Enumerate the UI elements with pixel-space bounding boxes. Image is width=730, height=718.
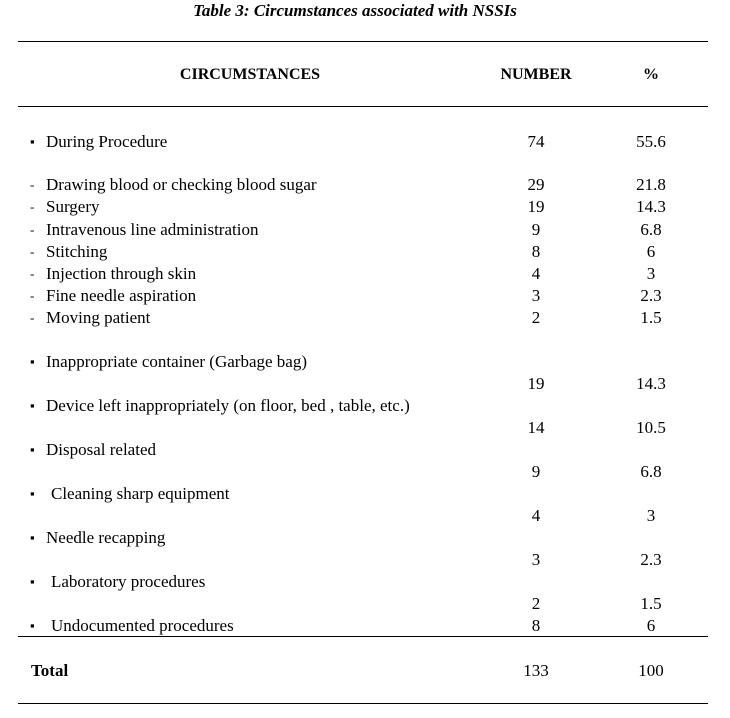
row-marker: -: [30, 199, 35, 214]
row-percent: 6.8: [640, 220, 662, 239]
row-number: 19: [527, 197, 545, 216]
row-number: 74: [527, 132, 545, 151]
row-label: Moving patient: [46, 308, 151, 327]
row-percent: 3: [646, 506, 656, 525]
row-marker: ▪: [30, 486, 35, 501]
row-percent: 6.8: [640, 462, 662, 481]
row-label: Stitching: [46, 242, 108, 261]
row-percent: 21.8: [636, 175, 666, 194]
row-number: 2: [531, 594, 541, 613]
row-number: 4: [531, 264, 541, 283]
row-percent: 14.3: [636, 374, 666, 393]
bottom-rule: [18, 703, 708, 704]
row-number: 8: [531, 616, 541, 635]
row-percent: 2.3: [640, 286, 662, 305]
row-label: During Procedure: [46, 132, 168, 151]
row-number: 29: [527, 175, 545, 194]
row-number: 14: [527, 418, 545, 437]
row-percent: 2.3: [640, 550, 662, 569]
row-label: Surgery: [46, 197, 100, 216]
header-circumstances: CIRCUMSTANCES: [179, 66, 321, 83]
total-rule: [18, 636, 708, 637]
row-label: Intravenous line administration: [46, 220, 259, 239]
row-percent: 10.5: [636, 418, 666, 437]
row-number: 9: [531, 462, 541, 481]
row-number: 4: [531, 506, 541, 525]
row-label: Laboratory procedures: [51, 572, 206, 591]
row-marker: -: [30, 310, 35, 325]
row-number: 19: [527, 374, 545, 393]
row-marker: ▪: [30, 530, 35, 545]
header-number: NUMBER: [500, 66, 572, 83]
row-label: Cleaning sharp equipment: [51, 484, 230, 503]
row-percent: 1.5: [640, 594, 662, 613]
row-marker: ▪: [30, 134, 35, 149]
total-percent: 100: [638, 661, 664, 680]
row-number: 3: [531, 550, 541, 569]
row-label: Inappropriate container (Garbage bag): [46, 352, 308, 371]
row-number: 9: [531, 220, 541, 239]
row-percent: 55.6: [636, 132, 666, 151]
row-label: Injection through skin: [46, 264, 197, 283]
row-marker: -: [30, 288, 35, 303]
row-percent: 3: [646, 264, 656, 283]
row-number: 2: [531, 308, 541, 327]
row-label: Fine needle aspiration: [46, 286, 197, 305]
row-percent: 14.3: [636, 197, 666, 216]
row-label: Undocumented procedures: [51, 616, 234, 635]
row-number: 3: [531, 286, 541, 305]
row-label: Needle recapping: [46, 528, 166, 547]
row-number: 8: [531, 242, 541, 261]
row-marker: ▪: [30, 574, 35, 589]
row-marker: -: [30, 177, 35, 192]
row-marker: ▪: [30, 354, 35, 369]
row-marker: ▪: [30, 398, 35, 413]
row-percent: 1.5: [640, 308, 662, 327]
row-label: Device left inappropriately (on floor, b…: [46, 396, 410, 415]
total-number: 133: [523, 661, 549, 680]
row-marker: -: [30, 244, 35, 259]
row-marker: -: [30, 222, 35, 237]
row-percent: 6: [646, 242, 656, 261]
row-marker: ▪: [30, 442, 35, 457]
row-marker: ▪: [30, 618, 35, 633]
header-percent: %: [643, 66, 659, 83]
row-label: Drawing blood or checking blood sugar: [46, 175, 317, 194]
row-percent: 6: [646, 616, 656, 635]
top-rule: [18, 41, 708, 42]
row-marker: -: [30, 266, 35, 281]
row-label: Disposal related: [46, 440, 156, 459]
total-label: Total: [31, 661, 69, 680]
header-rule: [18, 106, 708, 107]
table-title: Table 3: Circumstances associated with N…: [193, 1, 517, 20]
